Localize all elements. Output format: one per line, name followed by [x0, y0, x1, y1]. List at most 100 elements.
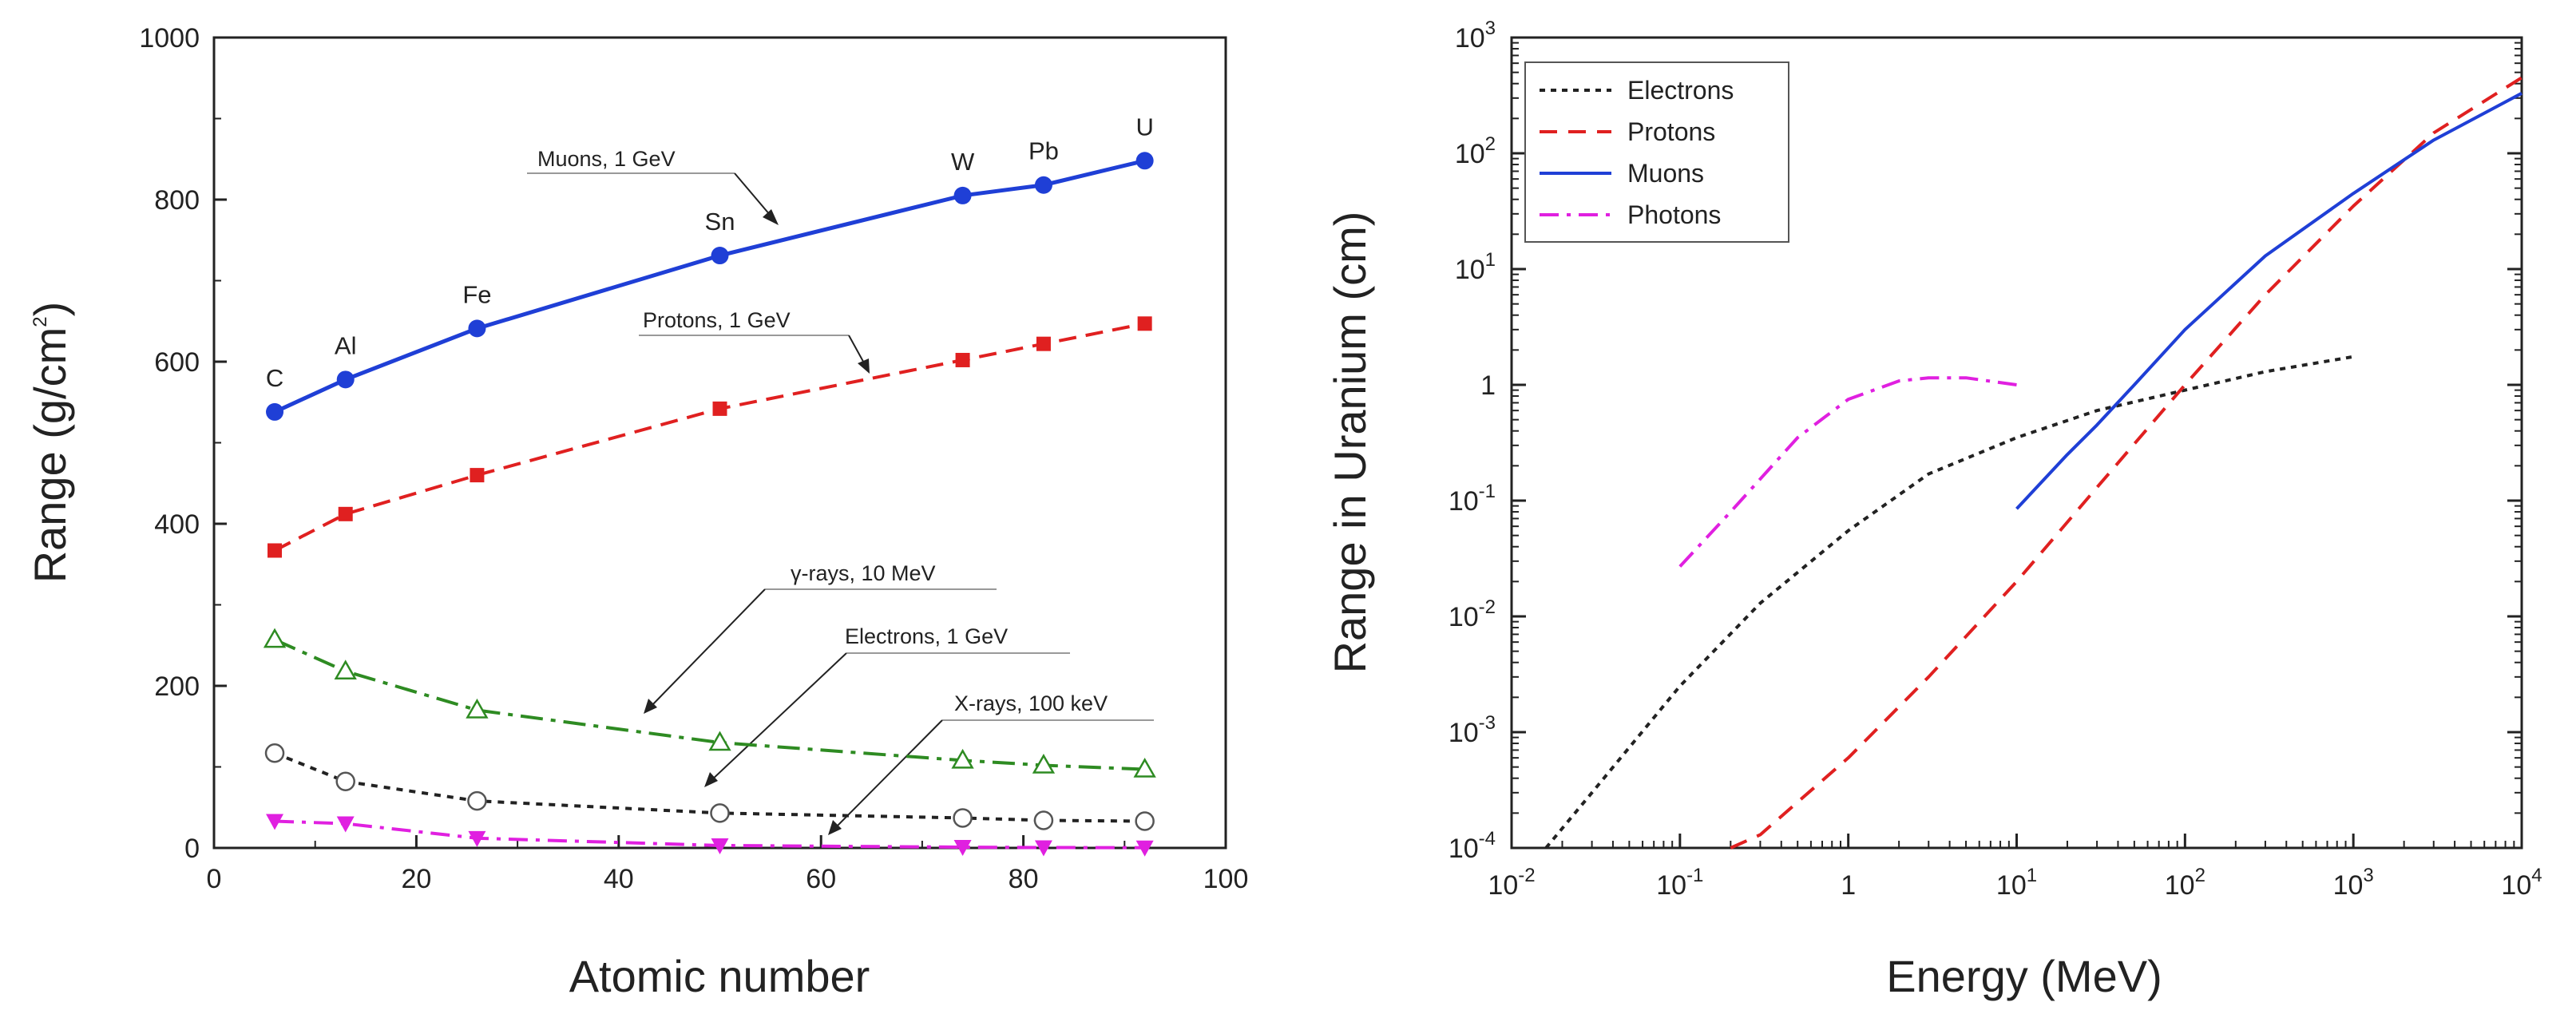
annotation-electrons: Electrons, 1 GeV	[845, 624, 1008, 648]
series-line	[273, 158, 1146, 414]
data-point	[1135, 811, 1155, 831]
data-point	[953, 808, 973, 828]
data-point	[1133, 758, 1156, 778]
x-tick-label: 101	[1996, 865, 2037, 901]
data-point	[336, 370, 355, 389]
series-muons	[2015, 92, 2522, 510]
data-point	[1033, 810, 1054, 830]
annotation-arrow-xrays	[832, 719, 943, 831]
annotation-gamma: γ-rays, 10 MeV	[791, 561, 936, 585]
x-tick-label: 40	[604, 864, 634, 894]
data-point	[268, 543, 283, 558]
y-tick-label: 101	[1455, 249, 1496, 285]
data-point	[336, 816, 355, 833]
legend-label-protons: Protons	[1627, 117, 1715, 146]
element-label: Sn	[705, 208, 735, 236]
data-point	[711, 247, 729, 265]
data-point	[953, 186, 972, 204]
data-point	[468, 319, 486, 338]
data-point	[711, 838, 729, 854]
y-tick-label: 200	[154, 671, 200, 702]
data-point	[338, 506, 353, 521]
x-tick-label: 20	[401, 864, 431, 894]
annotation-arrowhead-muons	[763, 209, 779, 225]
series-right	[1544, 76, 2523, 850]
axes-right: 10-2 10-1 1 101 102 103 104 10-4 10-3 10-2 10-1 1 10…	[1449, 18, 2542, 901]
data-point	[466, 698, 489, 719]
x-axis-title-left: Atomic number	[569, 951, 870, 1001]
legend-right: Electrons Protons Muons Photons	[1524, 61, 1789, 243]
annotation-arrowhead-protons	[858, 358, 870, 374]
series-protons	[1730, 76, 2523, 850]
data-point	[953, 839, 972, 856]
series-rays-10-mev	[263, 628, 1156, 778]
data-point	[708, 731, 731, 751]
data-point	[266, 402, 284, 421]
series-muons-1-gev	[266, 152, 1154, 421]
y-tick-label: 102	[1455, 133, 1496, 169]
y-tick-label: 10-4	[1449, 828, 1496, 864]
y-axis-title-right: Range in Uranium (cm)	[1325, 212, 1375, 674]
element-label: C	[266, 364, 283, 392]
annotation-arrow-gamma	[648, 588, 766, 710]
element-label: Pb	[1028, 137, 1059, 165]
data-point	[467, 790, 487, 811]
legend-label-electrons: Electrons	[1627, 76, 1734, 105]
x-tick-label: 80	[1009, 864, 1039, 894]
y-tick-label: 800	[154, 185, 200, 216]
data-point	[266, 814, 284, 830]
data-point	[1034, 176, 1052, 194]
data-point	[1034, 840, 1052, 857]
y-tick-label: 103	[1455, 18, 1496, 53]
x-tick-label: 102	[2165, 865, 2205, 901]
element-label: Fe	[462, 280, 491, 308]
y-tick-label: 1000	[139, 23, 200, 53]
y-tick-label: 1	[1480, 370, 1496, 401]
legend-label-muons: Muons	[1627, 159, 1704, 188]
x-tick-label: 1	[1841, 870, 1856, 901]
annotation-protons: Protons, 1 GeV	[643, 308, 791, 332]
annotation-arrow-electrons	[708, 652, 847, 783]
x-tick-label: 103	[2333, 865, 2374, 901]
series-electrons-1-gev	[264, 743, 1155, 831]
series-line	[274, 819, 1145, 850]
data-point	[1032, 753, 1056, 774]
x-tick-label: 104	[2501, 865, 2542, 901]
chart-range-in-uranium: 10-2 10-1 1 101 102 103 104 10-4 10-3 10-2 10-1 1 10…	[1325, 18, 2542, 1001]
y-tick-label: 400	[154, 509, 200, 540]
x-tick-label: 60	[806, 864, 836, 894]
data-point	[1137, 316, 1152, 331]
x-tick-label: 10-1	[1656, 865, 1703, 901]
y-tick-label: 600	[154, 347, 200, 378]
data-point	[468, 830, 486, 847]
data-point	[470, 468, 485, 483]
y-tick-label: 10-2	[1449, 596, 1496, 632]
annotation-muons: Muons, 1 GeV	[537, 147, 676, 171]
x-tick-label: 10-2	[1488, 865, 1535, 901]
series-protons-1-gev	[268, 316, 1152, 558]
x-axis-title-right: Energy (MeV)	[1886, 951, 2162, 1001]
x-tick-label: 100	[1203, 864, 1249, 894]
annotation-arrowhead-gamma	[644, 699, 657, 714]
data-point	[1036, 336, 1051, 351]
data-point	[335, 771, 355, 792]
annotations-left: Muons, 1 GeV Protons, 1 GeV γ-rays, 10 M…	[527, 147, 1154, 835]
x-tick-label: 0	[207, 864, 222, 894]
y-tick-label: 0	[184, 834, 200, 864]
data-point	[951, 748, 974, 769]
series-x-rays-100-kev	[266, 814, 1154, 857]
series-left	[263, 152, 1156, 857]
data-point	[263, 628, 287, 648]
element-label: Al	[335, 331, 357, 359]
data-point	[712, 401, 727, 416]
annotation-arrowhead-electrons	[704, 772, 718, 787]
element-labels: C Al Fe Sn W Pb U	[266, 113, 1154, 392]
annotation-arrowhead-xrays	[828, 820, 842, 835]
element-label: U	[1135, 113, 1153, 141]
data-point	[264, 743, 285, 763]
legend-label-photons: Photons	[1627, 200, 1721, 229]
annotation-xrays: X-rays, 100 keV	[954, 691, 1108, 715]
